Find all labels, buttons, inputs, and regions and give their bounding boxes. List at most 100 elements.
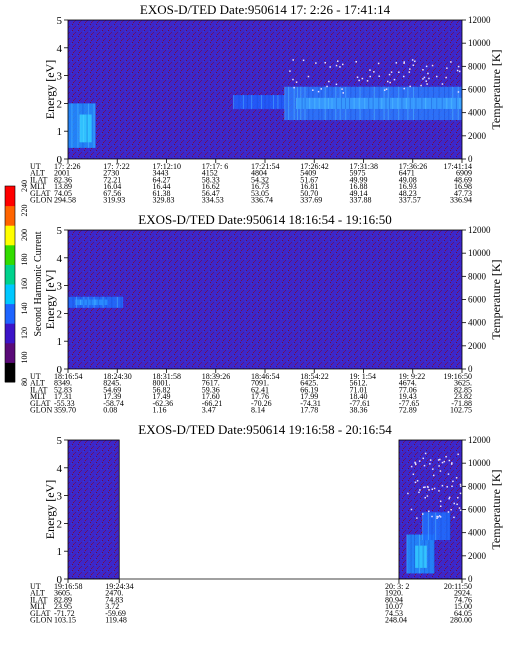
ephemeris-value-glat: 48.23 xyxy=(399,189,417,198)
temperature-point xyxy=(423,76,426,79)
temperature-point xyxy=(450,61,452,63)
temperature-point xyxy=(385,88,388,90)
colorbar-segment xyxy=(5,225,15,246)
ephemeris-row-label: UT xyxy=(30,582,41,591)
colorbar-tick-label: 140 xyxy=(20,303,29,315)
ephemeris-value-alt: 5975 xyxy=(350,169,366,178)
ephemeris-row-label: MLT xyxy=(30,602,46,611)
ephemeris-value-alt: 3625. xyxy=(454,379,472,388)
temperature-point xyxy=(436,515,438,518)
ephemeris-value-mlt: 3.72 xyxy=(105,602,119,611)
temperature-point xyxy=(424,496,427,499)
temperature-point xyxy=(403,75,405,78)
ephemeris-value-glat: -74.31 xyxy=(300,399,321,408)
ephemeris-value-ut: 17:36:26 xyxy=(399,162,427,171)
temperature-point xyxy=(410,508,413,511)
temperature-point xyxy=(307,75,310,78)
temperature-point xyxy=(335,83,338,86)
temperature-point xyxy=(403,61,405,63)
ephemeris-value-glat: -70.26 xyxy=(251,399,272,408)
temperature-point xyxy=(320,88,322,90)
ephemeris-value-ilat: 71.01 xyxy=(350,385,368,394)
temperature-point xyxy=(324,61,326,64)
panel-1: EXOS-D/TED Date:950614 17: 2:26 - 17:41:… xyxy=(30,2,503,205)
ephemeris-value-mlt: 16.73 xyxy=(251,182,269,191)
temperature-point xyxy=(435,75,438,78)
ephemeris-value-glon: 38.36 xyxy=(350,406,368,415)
ephemeris-value-mlt: 16.04 xyxy=(103,182,121,191)
temperature-point xyxy=(439,458,441,461)
ephemeris-value-glat: 74.05 xyxy=(54,189,72,198)
ephemeris-value-glon: 8.14 xyxy=(251,406,265,415)
ephemeris-value-mlt: 15.00 xyxy=(454,602,472,611)
temperature-point xyxy=(453,516,455,519)
temperature-point xyxy=(441,461,444,464)
temperature-point xyxy=(356,76,359,79)
ephemeris-value-glon: 119.48 xyxy=(105,616,127,625)
data-coverage-0 xyxy=(68,440,120,579)
spectrogram-panels: EXOS-D/TED Date:950614 17: 2:26 - 17:41:… xyxy=(4,2,503,625)
temperature-point xyxy=(292,78,294,81)
temperature-point xyxy=(456,503,458,506)
temperature-point xyxy=(453,502,456,505)
temperature-point xyxy=(422,513,424,515)
panel-title: EXOS-D/TED Date:950614 18:16:54 - 19:16:… xyxy=(138,212,391,227)
ephemeris-value-glat: 47.73 xyxy=(454,189,472,198)
temperature-point xyxy=(419,489,421,491)
temperature-point xyxy=(459,483,462,486)
temperature-point xyxy=(315,62,317,64)
y2-tick-label: 0 xyxy=(468,364,473,374)
ephemeris-value-mlt: 16.98 xyxy=(454,182,472,191)
temperature-point xyxy=(312,89,314,91)
y-tick-label: 1 xyxy=(57,336,63,348)
y2-tick-label: 4000 xyxy=(468,318,487,328)
temperature-point xyxy=(341,88,343,90)
temperature-point xyxy=(418,460,421,462)
y2-tick-label: 4000 xyxy=(468,108,487,118)
temperature-point xyxy=(438,515,441,517)
ephemeris-row-label: GLAT xyxy=(30,609,51,618)
ephemeris-value-ut: 18:16:54 xyxy=(54,372,82,381)
ephemeris-value-glon: 248.04 xyxy=(385,616,407,625)
temperature-point xyxy=(416,517,418,519)
ephemeris-row-label: ALT xyxy=(30,379,45,388)
ephemeris-value-mlt: 16.88 xyxy=(350,182,368,191)
temperature-point xyxy=(458,70,461,73)
ephemeris-value-mlt: 23.95 xyxy=(54,602,72,611)
y-tick-label: 4 xyxy=(57,463,63,475)
ephemeris-value-ut: 17:31:38 xyxy=(350,162,378,171)
colorbar-tick-label: 80 xyxy=(20,378,29,386)
ephemeris-value-ut: 19:24:34 xyxy=(105,582,133,591)
spectral-band-4 xyxy=(296,97,462,109)
ephemeris-value-mlt: 23.82 xyxy=(454,392,472,401)
y-tick-label: 4 xyxy=(57,253,63,265)
ephemeris-value-ilat: 74.83 xyxy=(105,595,123,604)
ephemeris-row-label: ILAT xyxy=(30,385,47,394)
ephemeris-value-mlt: 17.49 xyxy=(153,392,171,401)
ephemeris-row-label: UT xyxy=(30,372,41,381)
y2-tick-label: 8000 xyxy=(468,271,487,281)
y2-tick-label: 6000 xyxy=(468,85,487,95)
ephemeris-value-ut: 17: 2:26 xyxy=(54,162,80,171)
colorbar-tick-label: 160 xyxy=(20,278,29,290)
y2-tick-label: 2000 xyxy=(468,341,487,351)
y-tick-label: 2 xyxy=(57,518,63,530)
temperature-points xyxy=(407,452,462,519)
temperature-point xyxy=(438,490,440,492)
ephemeris-value-glon: 3.47 xyxy=(202,406,216,415)
ephemeris-value-alt: 3443 xyxy=(153,169,169,178)
temperature-point xyxy=(441,484,444,487)
temperature-point xyxy=(422,69,424,71)
temperature-point xyxy=(424,486,426,488)
temperature-point xyxy=(293,86,295,89)
ephemeris-value-alt: 3605. xyxy=(54,589,72,598)
y-axis-label: Energy [eV] xyxy=(43,60,57,119)
ephemeris-value-glat: 50.70 xyxy=(300,189,318,198)
y2-tick-label: 6000 xyxy=(468,505,487,515)
ephemeris-value-glon: 337.88 xyxy=(350,196,372,205)
temperature-point xyxy=(366,80,369,82)
temperature-point xyxy=(414,60,416,63)
temperature-point xyxy=(414,462,417,465)
temperature-point xyxy=(433,487,436,490)
y2-tick-label: 2000 xyxy=(468,551,487,561)
